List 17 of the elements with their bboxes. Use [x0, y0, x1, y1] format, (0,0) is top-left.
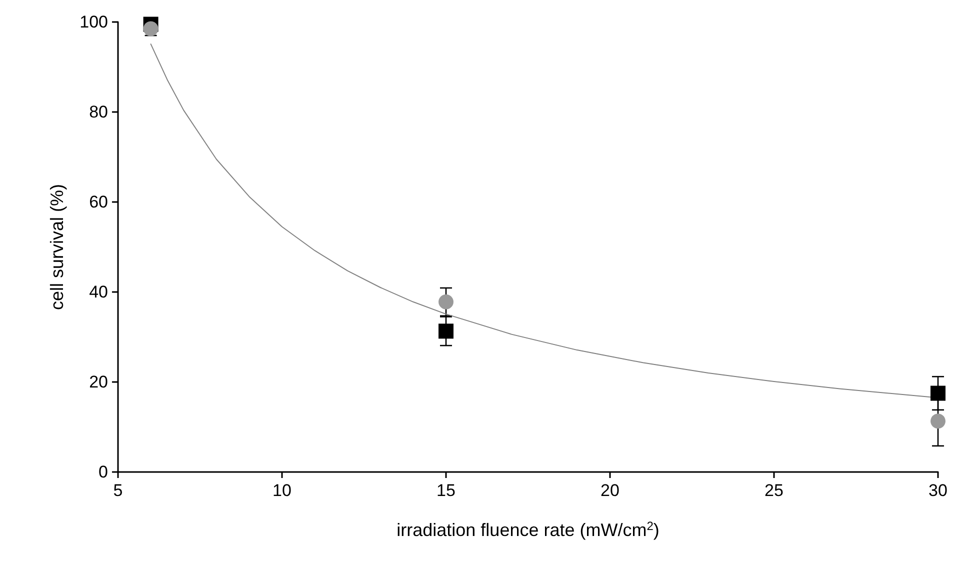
point	[930, 386, 946, 401]
x-tick-label: 10	[272, 481, 292, 500]
x-tick-label: 30	[928, 481, 948, 500]
x-tick-label: 5	[113, 481, 123, 500]
point	[438, 294, 454, 310]
y-tick-label: 80	[89, 102, 108, 122]
y-tick-label: 0	[98, 462, 108, 482]
x-tick-label: 15	[436, 481, 456, 500]
y-axis-title: cell survival (%)	[47, 184, 67, 310]
point	[438, 324, 454, 339]
y-tick-label: 60	[89, 192, 108, 212]
point	[930, 414, 946, 429]
x-tick-label: 20	[600, 481, 620, 500]
y-tick-label: 100	[80, 12, 108, 32]
y-tick-label: 20	[89, 372, 108, 392]
y-tick-label: 40	[89, 282, 108, 302]
x-tick-label: 25	[764, 481, 784, 500]
